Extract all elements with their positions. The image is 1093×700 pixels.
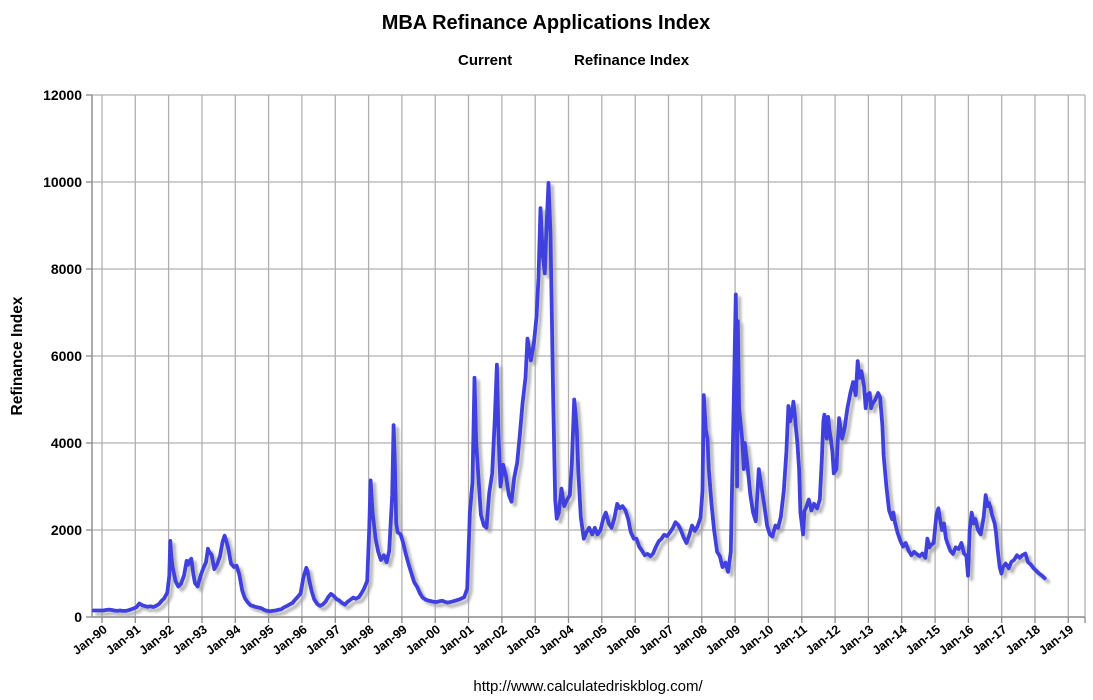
x-tick-label: Jan-97 xyxy=(303,622,343,657)
x-tick-label: Jan-95 xyxy=(237,622,277,657)
x-tick-label: Jan-03 xyxy=(503,622,543,657)
y-tick-label: 4000 xyxy=(51,435,82,451)
x-tick-label: Jan-11 xyxy=(770,622,809,657)
x-tick-label: Jan-06 xyxy=(603,622,643,657)
x-tick-label: Jan-13 xyxy=(836,622,876,657)
x-tick-label: Jan-02 xyxy=(470,622,510,657)
x-tick-label: Jan-05 xyxy=(570,622,610,657)
x-tick-label: Jan-99 xyxy=(370,622,410,657)
y-tick-label: 10000 xyxy=(43,174,82,190)
x-tick-label: Jan-01 xyxy=(437,622,477,657)
x-tick-label: Jan-19 xyxy=(1036,622,1076,657)
x-tick-label: Jan-91 xyxy=(103,622,143,657)
plot-area: 020004000600080001000012000Jan-90Jan-91J… xyxy=(43,87,1086,658)
x-tick-label: Jan-18 xyxy=(1003,622,1043,657)
x-tick-label: Jan-93 xyxy=(170,622,210,657)
x-tick-label: Jan-07 xyxy=(637,622,677,657)
x-tick-label: Jan-14 xyxy=(870,622,910,657)
legend-refinance-label: Refinance Index xyxy=(574,52,690,69)
refinance-index-line xyxy=(91,180,1047,614)
x-tick-label: Jan-90 xyxy=(70,622,110,657)
y-tick-label: 6000 xyxy=(51,348,82,364)
legend-current-label: Current xyxy=(458,52,512,69)
tick-marks xyxy=(86,94,1086,623)
x-tick-labels: Jan-90Jan-91Jan-92Jan-93Jan-94Jan-95Jan-… xyxy=(70,622,1076,657)
x-tick-label: Jan-12 xyxy=(803,622,843,657)
y-tick-label: 8000 xyxy=(51,261,82,277)
y-tick-label: 2000 xyxy=(51,522,82,538)
x-tick-label: Jan-10 xyxy=(736,622,776,657)
x-tick-label: Jan-16 xyxy=(936,622,976,657)
y-tick-labels: 0 2000 4000 6000 8000 10000 12000 xyxy=(43,87,82,625)
horizontal-gridlines xyxy=(92,94,1085,531)
legend: Current Refinance Index xyxy=(404,52,690,69)
x-tick-label: Jan-94 xyxy=(203,622,243,657)
x-tick-label: Jan-08 xyxy=(670,622,710,657)
x-tick-label: Jan-00 xyxy=(403,622,443,657)
x-tick-label: Jan-15 xyxy=(903,622,943,657)
x-tick-label: Jan-92 xyxy=(137,622,177,657)
x-tick-label: Jan-98 xyxy=(337,622,377,657)
y-axis-title: Refinance Index xyxy=(9,296,26,415)
footer-url: http://www.calculatedriskblog.com/ xyxy=(473,678,703,695)
x-tick-label: Jan-17 xyxy=(970,622,1010,657)
y-tick-label: 12000 xyxy=(43,87,82,103)
y-tick-label: 0 xyxy=(74,609,82,625)
chart-title: MBA Refinance Applications Index xyxy=(382,12,711,34)
x-tick-label: Jan-09 xyxy=(703,622,743,657)
x-tick-label: Jan-96 xyxy=(270,622,310,657)
x-tick-label: Jan-04 xyxy=(537,622,577,657)
